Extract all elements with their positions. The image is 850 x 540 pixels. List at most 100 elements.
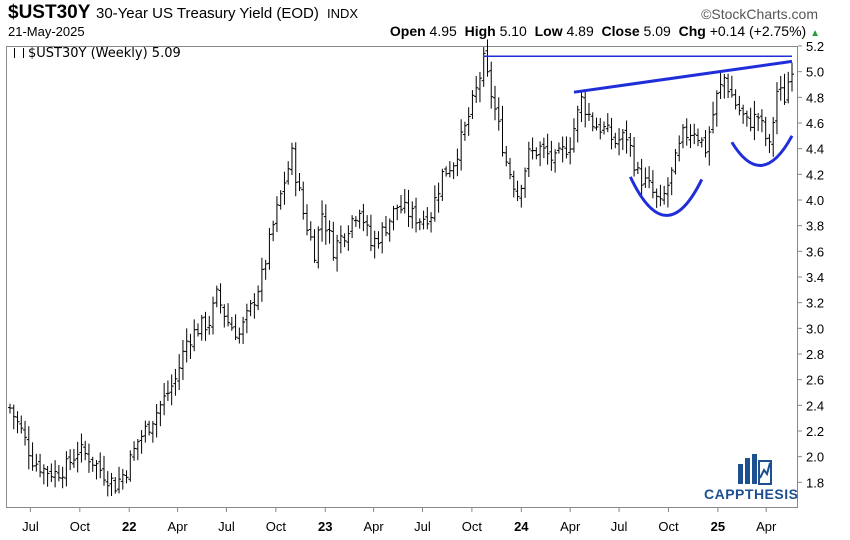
ohlc-bar: [609, 117, 614, 150]
ohlc-bar: [165, 380, 170, 401]
ohlc-bar: [748, 107, 753, 132]
x-tick-label: Apr: [167, 519, 188, 534]
ohlc-bar: [49, 463, 54, 483]
ohlc-bar: [293, 142, 298, 197]
ohlc-bar: [237, 327, 242, 344]
ohlc-bar: [568, 137, 573, 165]
close-label: Close: [601, 23, 640, 39]
ohlc-bar: [639, 158, 644, 196]
y-tick-label: 2.6: [806, 373, 824, 388]
ohlc-bar: [331, 221, 336, 261]
ohlc-bar: [477, 72, 482, 103]
y-tick-label: 5.0: [806, 65, 824, 80]
ohlc-bar: [594, 117, 599, 131]
ohlc-bar: [737, 95, 742, 116]
ohlc-bar: [703, 130, 708, 158]
ohlc-bar: [624, 120, 629, 154]
ohlc-bar: [530, 137, 535, 160]
ohlc-bar: [226, 303, 231, 327]
neckline-trendline: [573, 59, 793, 94]
y-tick-label: 2.8: [806, 347, 824, 362]
y-tick-label: 3.4: [806, 270, 824, 285]
ohlc-bar: [105, 471, 110, 497]
ohlc-bar: [45, 465, 50, 487]
ohlc-bar: [733, 89, 738, 110]
chart-date: 21-May-2025: [8, 24, 85, 39]
ohlc-bar: [429, 212, 434, 233]
ohlc-bar: [98, 452, 103, 479]
ohlc-bar: [297, 173, 302, 192]
ohlc-bar: [289, 142, 294, 175]
ohlc-bar: [380, 222, 385, 254]
change-label: Chg: [678, 23, 706, 39]
ohlc-bar: [241, 316, 246, 344]
ohlc-bar: [192, 319, 197, 352]
ohlc-bar: [643, 167, 648, 188]
ohlc-bar: [545, 133, 550, 165]
ohlc-bar: [635, 161, 640, 175]
ohlc-bar: [767, 133, 772, 154]
ohlc-bar: [673, 148, 678, 175]
ohlc-bar: [654, 188, 659, 208]
ohlc-bar: [274, 196, 279, 233]
ohlc-bar: [203, 311, 208, 341]
y-tick-label: 1.8: [806, 475, 824, 490]
ohlc-bar: [259, 257, 264, 302]
ohlc-bar: [519, 184, 524, 208]
ohlc-bar: [60, 466, 65, 489]
ohlc-bar: [184, 328, 189, 363]
ohlc-bar: [180, 340, 185, 381]
ohlc-bar: [564, 136, 569, 159]
symbol-description: 30-Year US Treasury Yield (EOD): [96, 5, 319, 22]
ohlc-bar: [214, 285, 219, 308]
ohlc-bar: [53, 460, 58, 488]
ohlc-bar: [466, 107, 471, 136]
ohlc-bar: [782, 73, 787, 105]
y-tick-label: 4.8: [806, 90, 824, 105]
ohlc-bar: [489, 61, 494, 109]
ohlc-bar: [496, 97, 501, 131]
ohlc-bar: [263, 259, 268, 280]
ohlc-bar: [515, 180, 520, 202]
ohlc-bar: [402, 189, 407, 214]
ohlc-bar: [684, 118, 689, 146]
ohlc-bar: [752, 100, 757, 141]
close-value: 5.09: [643, 23, 671, 39]
ohlc-bar: [474, 76, 479, 103]
ohlc-bar: [90, 456, 95, 472]
ohlc-bar: [64, 451, 69, 487]
open-value: 4.95: [429, 23, 457, 39]
ohlc-bar: [312, 229, 317, 263]
ohlc-bar: [688, 124, 693, 149]
ohlc-bar: [361, 203, 366, 232]
ohlc-bar: [154, 404, 159, 438]
ohlc-bar: [729, 75, 734, 98]
ohlc-bar: [218, 283, 223, 314]
ohlc-bar: [526, 141, 531, 178]
ohlc-bar: [628, 132, 633, 157]
ohlc-bar: [541, 137, 546, 159]
ohlc-bar: [414, 197, 419, 233]
ohlc-bar: [199, 314, 204, 341]
ohlc-bar: [365, 215, 370, 237]
ohlc-bar: [590, 112, 595, 132]
ohlc-bar: [222, 304, 227, 328]
ohlc-bar: [34, 453, 39, 472]
ohlc-bar: [143, 420, 148, 443]
ohlc-bar: [647, 166, 652, 189]
ohlc-bar: [135, 438, 140, 461]
ohlc-bar: [741, 104, 746, 124]
x-tick-label: Oct: [462, 519, 483, 534]
ohlc-bar: [139, 430, 144, 454]
x-tick-label: 25: [711, 519, 725, 534]
ohlc-bar: [432, 185, 437, 222]
ohlc-bar: [86, 443, 91, 473]
ohlc-bar: [124, 470, 129, 484]
ohlc-bar: [376, 231, 381, 249]
ohlc-bar: [763, 116, 768, 147]
x-tick-label: 24: [514, 519, 529, 534]
ohlc-bar: [15, 411, 20, 434]
ohlc-bar: [8, 403, 12, 414]
